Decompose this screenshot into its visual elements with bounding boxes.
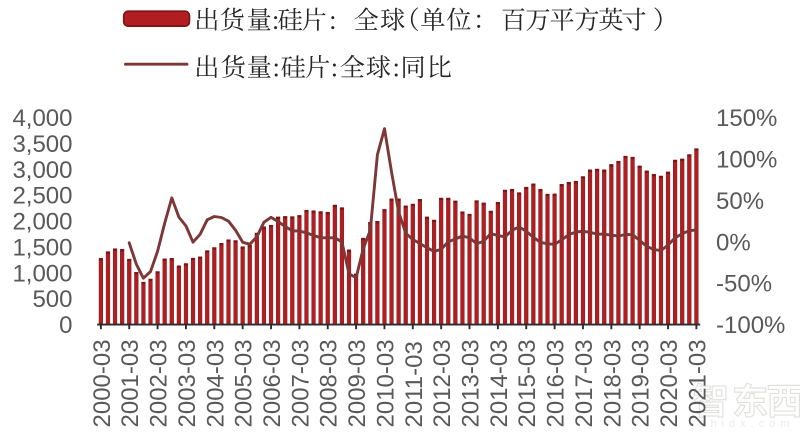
svg-text:1,000: 1,000 bbox=[12, 260, 72, 287]
svg-text:0: 0 bbox=[59, 312, 72, 339]
svg-text:-100%: -100% bbox=[716, 312, 785, 339]
svg-text:zhidx.com: zhidx.com bbox=[700, 418, 795, 430]
svg-text:2015-03: 2015-03 bbox=[514, 339, 541, 427]
svg-text:2008-03: 2008-03 bbox=[316, 339, 343, 427]
svg-text:2,500: 2,500 bbox=[12, 183, 72, 210]
svg-text:500: 500 bbox=[32, 286, 72, 313]
svg-text:2016-03: 2016-03 bbox=[543, 339, 570, 427]
svg-text:4,000: 4,000 bbox=[12, 105, 72, 132]
svg-text:2,000: 2,000 bbox=[12, 209, 72, 236]
svg-text:100%: 100% bbox=[716, 146, 777, 173]
svg-text:3,500: 3,500 bbox=[12, 131, 72, 158]
svg-text:2009-03: 2009-03 bbox=[344, 339, 371, 427]
svg-text:2000-03: 2000-03 bbox=[89, 339, 116, 427]
svg-text:50%: 50% bbox=[716, 188, 764, 215]
svg-text:2004-03: 2004-03 bbox=[202, 339, 229, 427]
svg-text:150%: 150% bbox=[716, 105, 777, 132]
svg-text:2011-03: 2011-03 bbox=[401, 341, 428, 427]
svg-text:2010-03: 2010-03 bbox=[373, 339, 400, 427]
svg-text:2005-03: 2005-03 bbox=[231, 339, 258, 427]
svg-text:2002-03: 2002-03 bbox=[146, 339, 173, 427]
svg-text:2013-03: 2013-03 bbox=[458, 339, 485, 427]
svg-text:2006-03: 2006-03 bbox=[259, 339, 286, 427]
svg-text:2018-03: 2018-03 bbox=[599, 339, 626, 427]
svg-text:2017-03: 2017-03 bbox=[571, 339, 598, 427]
svg-text:2007-03: 2007-03 bbox=[287, 339, 314, 427]
svg-text:2019-03: 2019-03 bbox=[628, 339, 655, 427]
svg-text:3,000: 3,000 bbox=[12, 157, 72, 184]
svg-text:2021-03: 2021-03 bbox=[684, 339, 711, 427]
svg-text:2014-03: 2014-03 bbox=[486, 339, 513, 427]
svg-text:2003-03: 2003-03 bbox=[174, 339, 201, 427]
svg-text:2020-03: 2020-03 bbox=[656, 339, 683, 427]
svg-text:-50%: -50% bbox=[716, 271, 772, 298]
svg-text:2012-03: 2012-03 bbox=[429, 339, 456, 427]
svg-text:0%: 0% bbox=[716, 229, 751, 256]
svg-text:2001-03: 2001-03 bbox=[117, 339, 144, 427]
svg-text:1,500: 1,500 bbox=[12, 234, 72, 261]
